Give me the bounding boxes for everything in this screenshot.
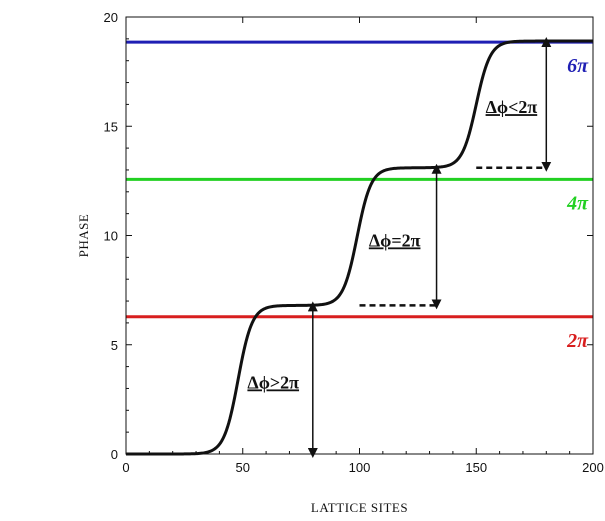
x-tick-label: 0: [122, 460, 129, 475]
level-label: 2π: [566, 330, 589, 352]
y-axis-label: PHASE: [76, 214, 91, 258]
delta-label: Δϕ<2π: [486, 97, 538, 117]
x-tick-label: 200: [582, 460, 604, 475]
y-tick-label: 10: [104, 229, 118, 244]
y-tick-label: 5: [111, 338, 118, 353]
annotations: Δϕ>2π Δϕ=2π Δϕ<2π: [247, 37, 552, 458]
delta-label: Δϕ>2π: [247, 372, 299, 392]
x-tick-label: 150: [465, 460, 487, 475]
y-tick-label: 20: [104, 10, 118, 25]
delta-label: Δϕ=2π: [369, 230, 421, 250]
x-tick-label: 50: [236, 460, 250, 475]
x-axis-label: LATTICE SITES: [311, 500, 408, 515]
series-layer: [126, 39, 593, 456]
phase-curve: [126, 39, 593, 456]
y-tick-label: 15: [104, 119, 118, 134]
level-label: 4π: [566, 192, 589, 214]
axis-ticks: 0 50 100 150 200 0 5 10 15 20: [104, 10, 604, 475]
x-tick-label: 100: [349, 460, 371, 475]
y-tick-label: 0: [111, 447, 118, 462]
plot-frame: [125, 16, 594, 455]
level-label: 6π: [567, 55, 589, 77]
